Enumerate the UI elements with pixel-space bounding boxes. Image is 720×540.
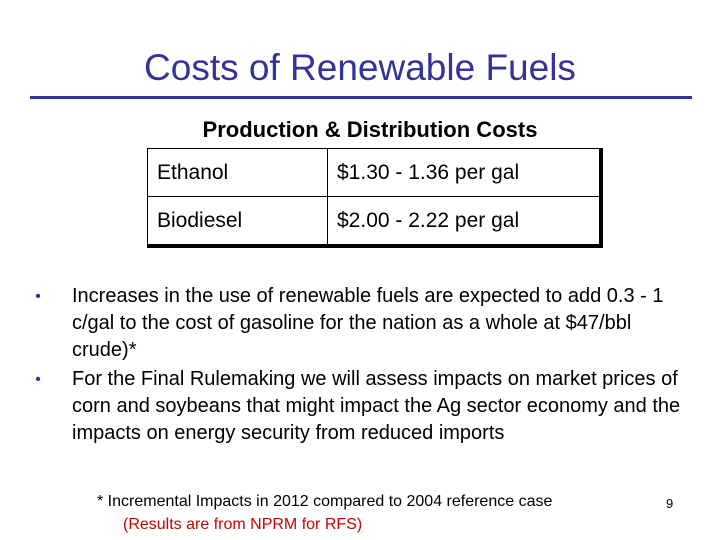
title-divider [30, 96, 692, 99]
table-row: Biodiesel $2.00 - 2.22 per gal [147, 196, 603, 248]
table-caption: Production & Distribution Costs [202, 117, 538, 142]
footnote-source: (Results are from NPRM for RFS) [123, 516, 363, 533]
bullet-text: Increases in the use of renewable fuels … [72, 285, 664, 361]
slide-title: Costs of Renewable Fuels [144, 47, 576, 88]
fuel-cell: Biodiesel [147, 196, 328, 248]
cost-cell: $2.00 - 2.22 per gal [327, 196, 603, 248]
costs-table: Ethanol $1.30 - 1.36 per gal Biodiesel $… [147, 148, 603, 248]
bullet-dot-icon: • [35, 288, 41, 305]
list-item: • For the Final Rulemaking we will asses… [28, 366, 688, 447]
fuel-cell: Ethanol [147, 148, 328, 197]
footnote: * Incremental Impacts in 2012 compared t… [97, 493, 553, 510]
table-row: Ethanol $1.30 - 1.36 per gal [147, 148, 603, 197]
bullet-text: For the Final Rulemaking we will assess … [72, 368, 681, 444]
page-number: 9 [666, 496, 674, 511]
cost-cell: $1.30 - 1.36 per gal [327, 148, 603, 197]
list-item: • Increases in the use of renewable fuel… [28, 283, 688, 364]
bullet-list: • Increases in the use of renewable fuel… [28, 283, 688, 449]
bullet-dot-icon: • [35, 371, 41, 388]
